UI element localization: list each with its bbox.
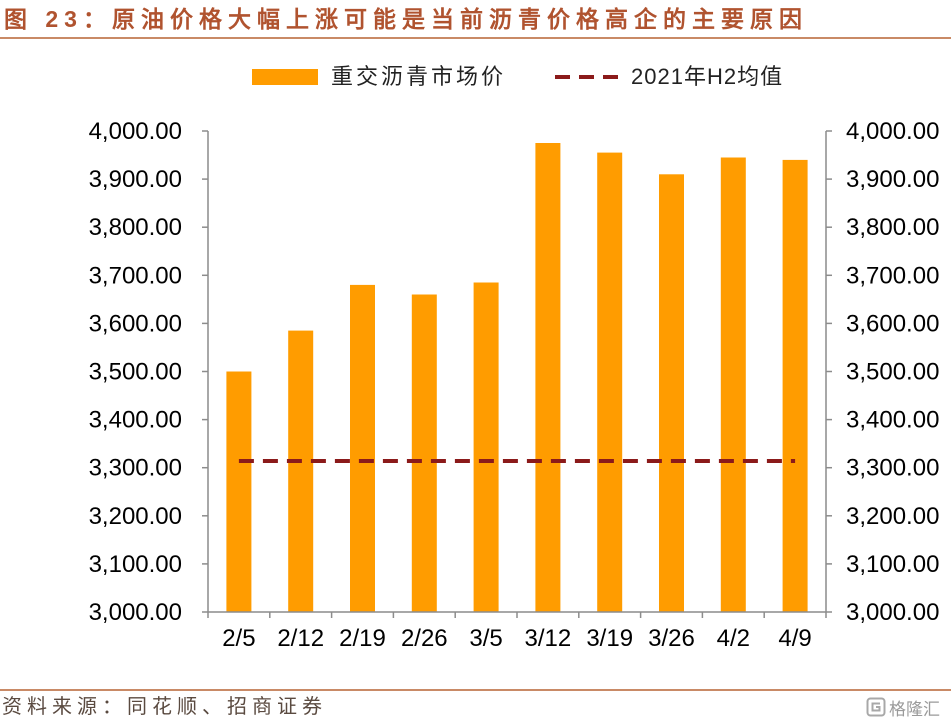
right-y-tick-label: 3,000.00 bbox=[846, 599, 939, 626]
left-y-tick-label: 3,900.00 bbox=[89, 166, 182, 193]
left-y-tick-label: 3,300.00 bbox=[89, 455, 182, 482]
legend-bar-swatch bbox=[252, 69, 318, 85]
bar-2-12 bbox=[288, 330, 314, 612]
left-y-tick-label: 3,700.00 bbox=[89, 262, 182, 289]
bar-3-12 bbox=[535, 143, 561, 612]
right-y-tick-label: 3,400.00 bbox=[846, 407, 939, 434]
x-tick-label: 3/19 bbox=[586, 625, 633, 652]
gelonghui-logo-icon bbox=[866, 697, 886, 717]
gelonghui-watermark: 格隆汇 bbox=[866, 696, 940, 719]
right-y-tick-label: 3,200.00 bbox=[846, 503, 939, 530]
left-y-tick-label: 3,500.00 bbox=[89, 359, 182, 386]
left-y-tick-label: 3,800.00 bbox=[89, 214, 182, 241]
bar-3-19 bbox=[597, 152, 623, 612]
bar-4-2 bbox=[720, 157, 746, 612]
right-y-tick-label: 3,500.00 bbox=[846, 359, 939, 386]
x-tick-label: 3/5 bbox=[469, 625, 502, 652]
bar-3-5 bbox=[473, 282, 499, 612]
left-y-tick-label: 3,100.00 bbox=[89, 551, 182, 578]
left-y-tick-label: 3,200.00 bbox=[89, 503, 182, 530]
right-y-tick-label: 3,700.00 bbox=[846, 262, 939, 289]
x-tick-label: 2/5 bbox=[222, 625, 255, 652]
bar-2-19 bbox=[350, 284, 375, 612]
right-y-tick-label: 3,300.00 bbox=[846, 455, 939, 482]
footer-divider bbox=[0, 689, 951, 691]
x-tick-label: 3/26 bbox=[648, 625, 695, 652]
bar-2-26 bbox=[411, 294, 437, 612]
x-tick-label: 2/26 bbox=[401, 625, 448, 652]
right-y-tick-label: 3,100.00 bbox=[846, 551, 939, 578]
bar-2-5 bbox=[226, 371, 252, 612]
source-note: 资料来源：同花顺、招商证券 bbox=[2, 696, 327, 718]
right-y-tick-label: 3,600.00 bbox=[846, 310, 939, 337]
legend-label-h2-average: 2021年H2均值 bbox=[631, 64, 784, 89]
x-tick-label: 3/12 bbox=[525, 625, 572, 652]
watermark-text: 格隆汇 bbox=[889, 699, 940, 719]
bar-4-9 bbox=[782, 159, 808, 612]
title-divider bbox=[0, 37, 951, 39]
right-y-tick-label: 3,900.00 bbox=[846, 166, 939, 193]
left-y-tick-label: 4,000.00 bbox=[89, 118, 182, 145]
legend-label-asphalt-price: 重交沥青市场价 bbox=[331, 64, 507, 89]
x-tick-label: 4/2 bbox=[717, 625, 750, 652]
right-y-tick-label: 4,000.00 bbox=[846, 118, 939, 145]
legend-dashed-line-swatch bbox=[555, 75, 625, 79]
x-tick-label: 2/12 bbox=[277, 625, 324, 652]
left-y-tick-label: 3,000.00 bbox=[89, 599, 182, 626]
x-tick-label: 2/19 bbox=[339, 625, 386, 652]
x-tick-label: 4/9 bbox=[778, 625, 811, 652]
left-y-tick-label: 3,600.00 bbox=[89, 310, 182, 337]
figure-title: 图 23：原油价格大幅上涨可能是当前沥青价格高企的主要原因 bbox=[4, 6, 808, 32]
right-y-tick-label: 3,800.00 bbox=[846, 214, 939, 241]
bar-3-26 bbox=[659, 174, 684, 613]
left-y-tick-label: 3,400.00 bbox=[89, 407, 182, 434]
